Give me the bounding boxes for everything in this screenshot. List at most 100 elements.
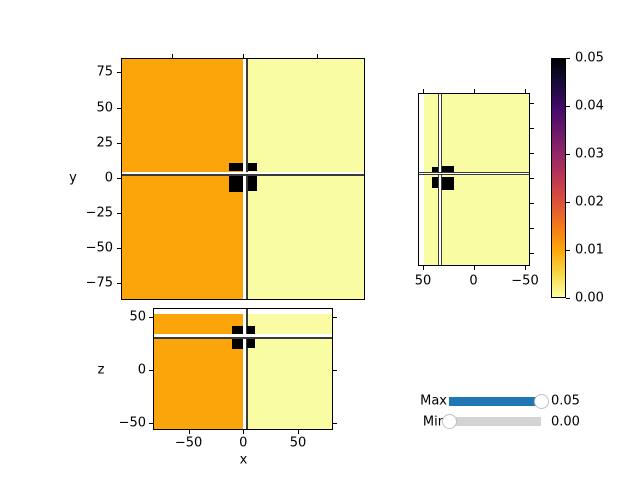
xz-z-tick: [333, 316, 337, 318]
xz-crosshair-vline-dark: [246, 309, 248, 429]
max-slider-handle[interactable]: [533, 393, 549, 409]
max-slider-label: Max: [420, 393, 447, 409]
xy-slice-plot[interactable]: [121, 58, 365, 300]
xy-voxel: [248, 163, 257, 172]
xy-y-tick-label: −75: [85, 275, 113, 291]
zy-x-tick: [473, 266, 475, 270]
min-slider-track[interactable]: [449, 417, 541, 426]
zy-crosshair-vline-dark: [440, 94, 442, 265]
xy-y-tick-label: 75: [96, 64, 113, 80]
zy-y-tick: [530, 178, 534, 180]
xz-voxel: [231, 325, 244, 334]
xy-y-tick: [117, 143, 121, 145]
xy-voxel: [229, 162, 244, 172]
xy-crosshair-vline-dark: [246, 59, 248, 299]
xz-z-tick-label: 50: [129, 309, 146, 325]
xy-voxel: [229, 176, 244, 192]
xz-x-tick-label: 50: [289, 435, 307, 451]
max-slider-value: 0.05: [551, 393, 580, 409]
xz-x-tick: [243, 430, 245, 434]
zy-crosshair-hline-white: [419, 172, 529, 175]
xz-slice-plot[interactable]: [153, 308, 333, 430]
zy-voxel: [431, 176, 438, 188]
zy-x-tick-label: 0: [469, 273, 478, 289]
xy-y-tick: [117, 248, 121, 250]
zy-crosshair-hline-dark: [419, 174, 529, 176]
colorbar-tick: [566, 58, 570, 60]
xz-z-tick: [149, 316, 153, 318]
zy-x-tick-label: 50: [414, 273, 432, 289]
colorbar-tick-label: 0.05: [575, 50, 604, 66]
zy-x-tick: [423, 89, 425, 93]
xy-x-tick: [316, 54, 318, 58]
xy-y-tick-label: −50: [85, 240, 113, 256]
colorbar-tick-label: 0.00: [575, 290, 604, 306]
xz-x-tick-label: 0: [239, 435, 248, 451]
colorbar-tick: [566, 297, 570, 299]
colorbar-tick-label: 0.04: [575, 98, 604, 114]
xz-x-tick: [298, 430, 300, 434]
xy-low-x-region: [122, 59, 243, 299]
xy-y-tick-label: 50: [96, 100, 113, 116]
xz-voxel: [247, 338, 255, 349]
zy-crosshair-vline-white: [439, 94, 441, 265]
min-slider-handle[interactable]: [442, 414, 457, 429]
xy-y-tick-label: 0: [104, 170, 113, 186]
zy-voxel: [431, 167, 438, 172]
zy-y-tick: [530, 103, 534, 105]
zy-y-tick: [530, 153, 534, 155]
colorbar-tick: [566, 202, 570, 204]
xz-z-tick-label: −50: [118, 415, 146, 431]
xz-crosshair-vline-white: [243, 309, 246, 429]
zy-slice-plot[interactable]: [418, 93, 530, 266]
xz-z-tick: [149, 423, 153, 425]
xy-y-tick-label: −25: [85, 205, 113, 221]
xy-y-axis-label: y: [69, 170, 77, 186]
colorbar-tick: [566, 250, 570, 252]
xz-high-x-region: [247, 314, 332, 429]
xy-crosshair-vline-white: [243, 59, 246, 299]
xy-voxel: [248, 176, 257, 191]
xy-y-tick: [117, 283, 121, 285]
xy-y-tick: [117, 108, 121, 110]
xy-y-tick: [117, 72, 121, 74]
xz-crosshair-hline-white: [154, 334, 332, 337]
colorbar: [551, 58, 566, 298]
zy-voxel: [442, 176, 455, 190]
xz-low-x-region: [154, 314, 244, 429]
min-slider-label: Min: [422, 414, 446, 429]
xy-x-tick: [243, 54, 245, 58]
max-slider-track[interactable]: [449, 396, 541, 406]
xz-x-tick: [188, 430, 190, 434]
zy-x-tick: [525, 266, 527, 270]
xy-y-tick: [117, 178, 121, 180]
xy-y-tick-label: 25: [96, 135, 113, 151]
zy-x-tick-label: −50: [511, 273, 539, 289]
zy-voxel: [442, 166, 455, 172]
zy-y-tick: [530, 228, 534, 230]
xz-voxel: [247, 325, 255, 334]
colorbar-tick-label: 0.02: [575, 194, 604, 210]
zy-y-tick: [530, 128, 534, 130]
zy-y-tick: [530, 253, 534, 255]
xz-voxel: [231, 338, 244, 349]
xy-crosshair-hline-white: [122, 171, 364, 174]
colorbar-tick: [566, 106, 570, 108]
xz-z-tick: [149, 370, 153, 372]
colorbar-tick: [566, 154, 570, 156]
xz-z-tick: [333, 370, 337, 372]
colorbar-tick-label: 0.03: [575, 146, 604, 162]
zy-crosshair-vline-dark: [438, 94, 440, 265]
colorbar-tick-label: 0.01: [575, 242, 604, 258]
xy-crosshair-hline-dark: [122, 174, 364, 177]
zy-x-tick: [525, 89, 527, 93]
zy-y-tick: [530, 203, 534, 205]
zy-x-tick: [423, 266, 425, 270]
xz-z-axis-label: z: [97, 362, 105, 378]
xy-y-tick: [117, 213, 121, 215]
xz-x-tick-label: −50: [174, 435, 203, 451]
min-slider-value: 0.00: [551, 414, 580, 429]
xz-crosshair-hline-dark: [154, 336, 332, 339]
xz-z-tick-label: 0: [137, 362, 146, 378]
